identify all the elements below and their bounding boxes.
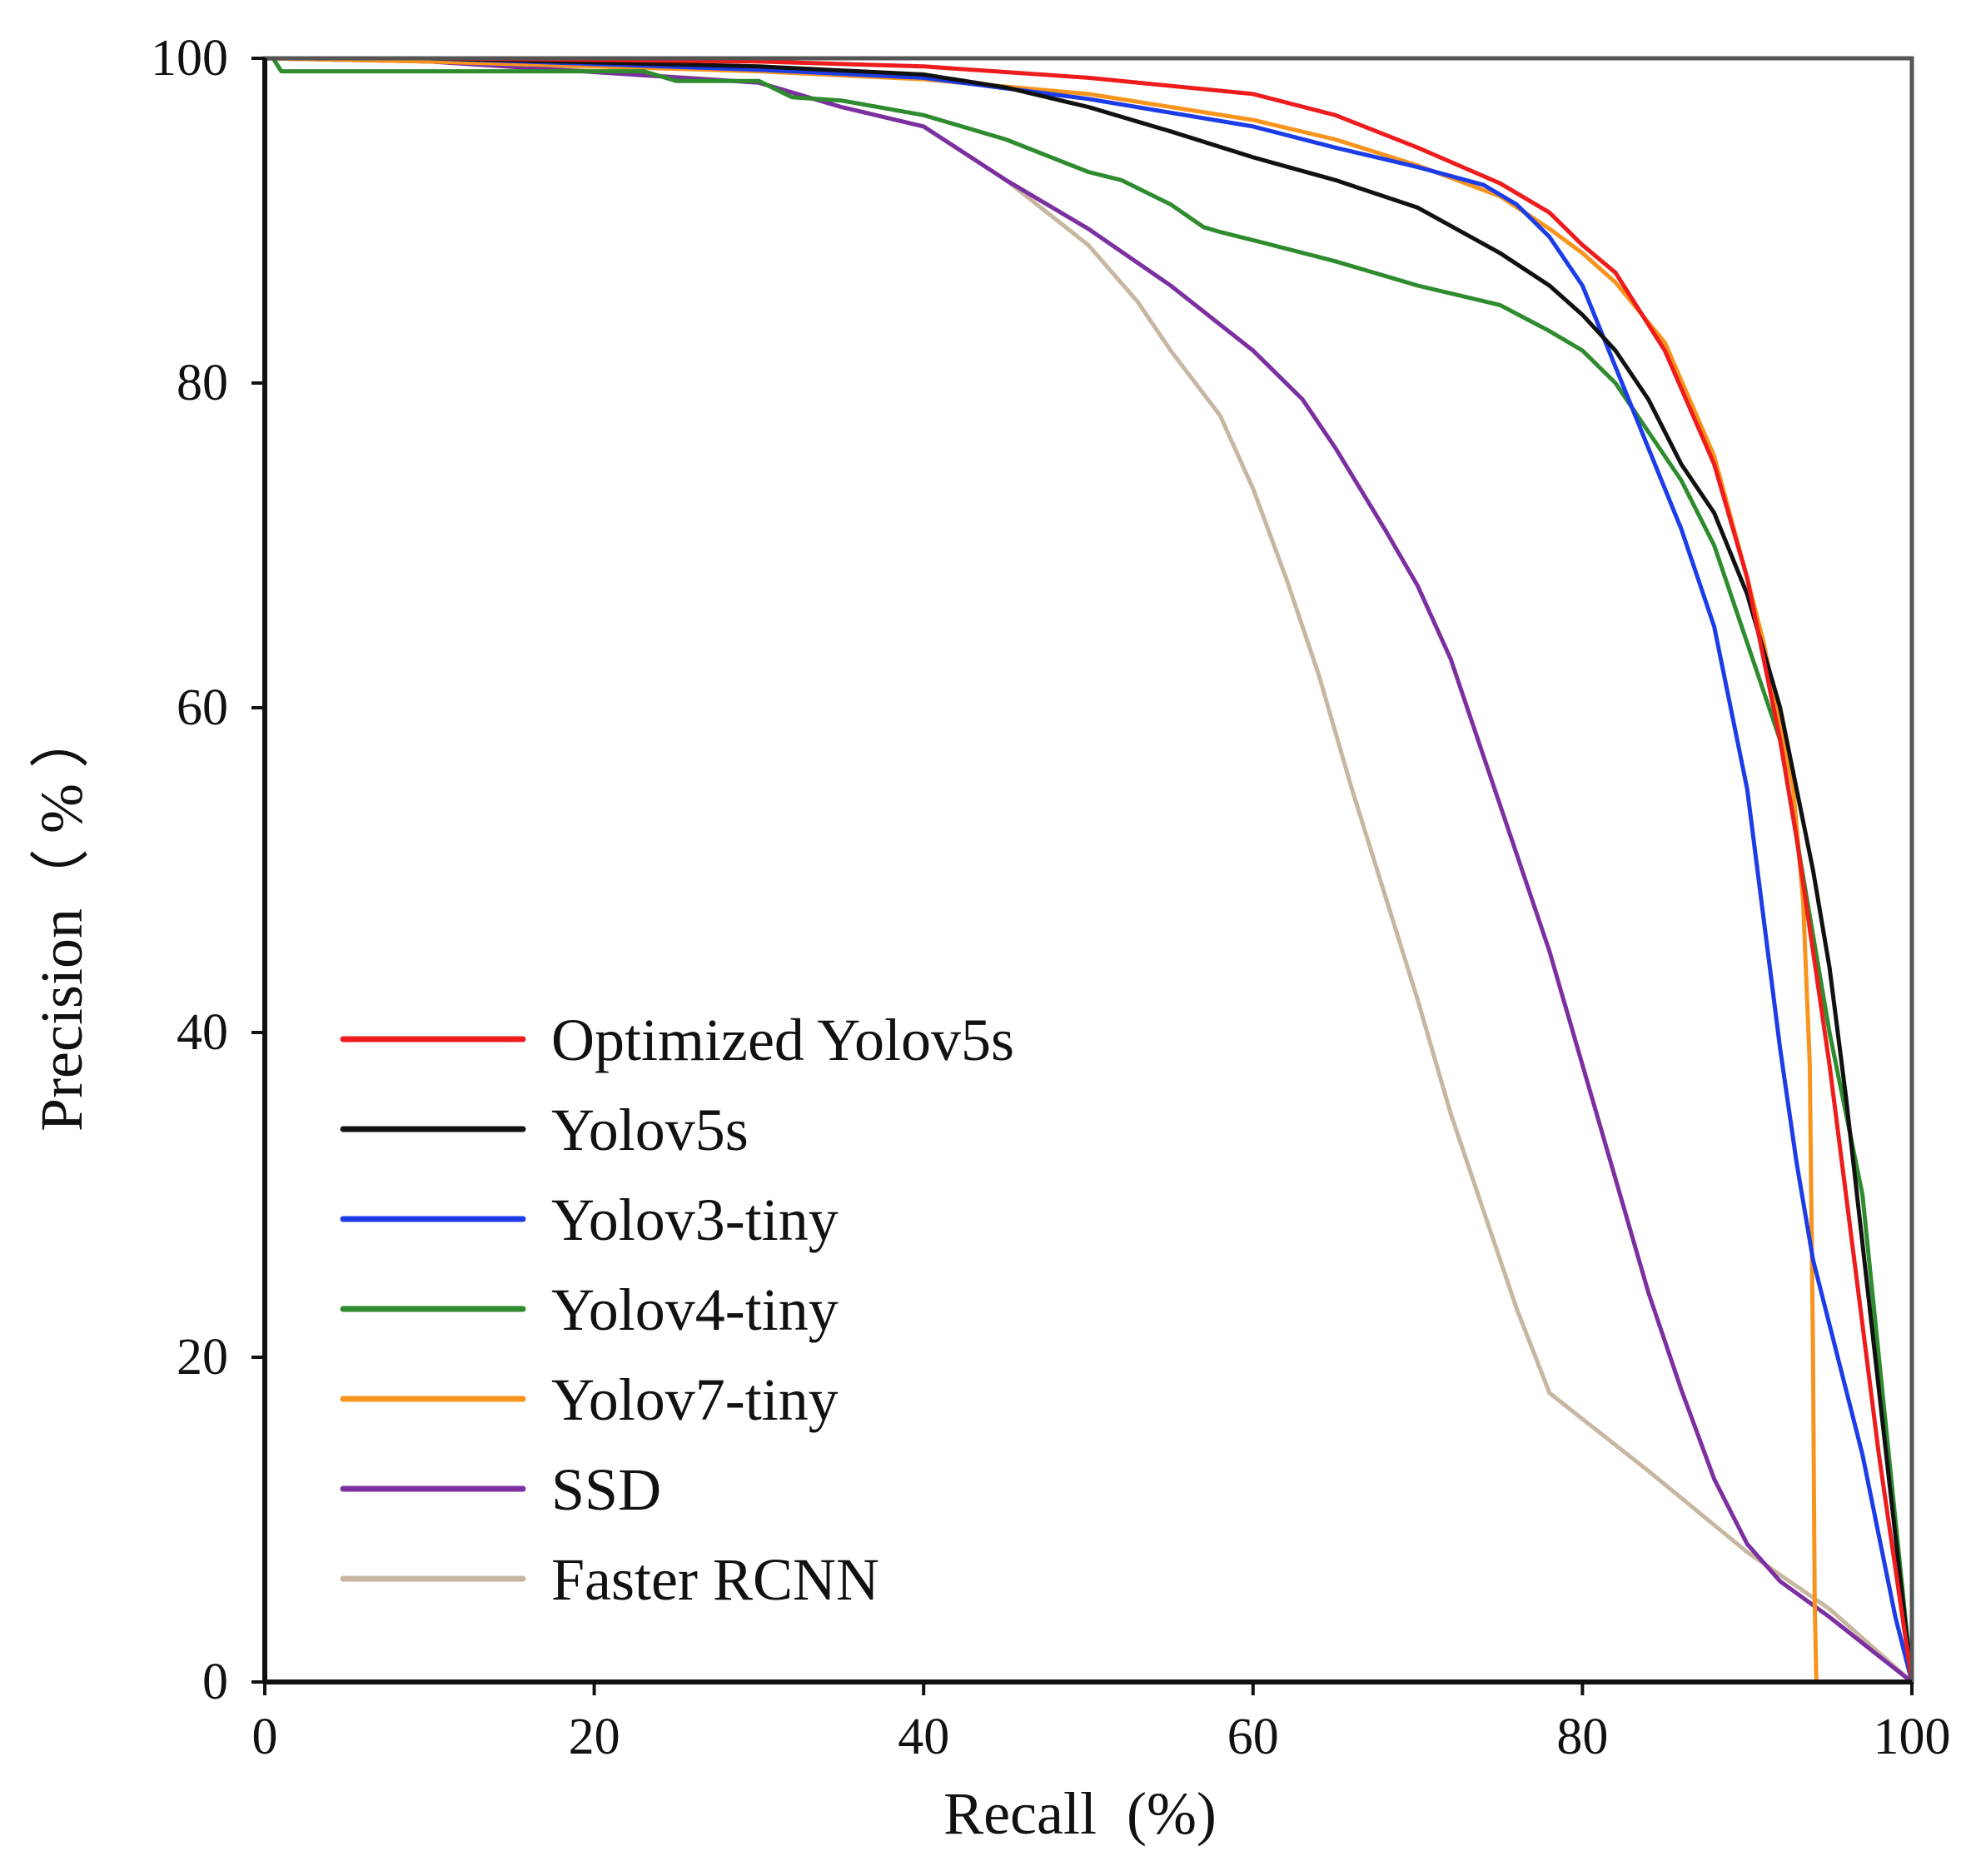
series-line-ssd — [262, 56, 1914, 1684]
legend-label-yolov4-tiny: Yolov4-tiny — [551, 1276, 839, 1343]
series-layer — [262, 56, 1914, 1684]
legend-label-ssd: SSD — [551, 1456, 661, 1523]
legend-label-yolov5s: Yolov5s — [551, 1097, 749, 1163]
x-tick-label: 100 — [1874, 1709, 1951, 1765]
x-tick-label: 60 — [1227, 1709, 1279, 1765]
y-tick-label: 100 — [151, 30, 228, 87]
series-line-optimized-yolov5s — [262, 56, 1914, 1684]
series-line-yolov5s — [262, 56, 1914, 1684]
tick-layer: 0 20 40 60 80 100 0 20 40 60 80 100 — [151, 30, 1951, 1765]
x-axis-title: Recall (%) — [943, 1780, 1217, 1847]
legend-label-optimized-yolov5s: Optimized Yolov5s — [551, 1007, 1014, 1073]
legend-label-yolov7-tiny: Yolov7-tiny — [551, 1366, 839, 1433]
y-tick-label: 20 — [177, 1329, 228, 1386]
legend: Optimized Yolov5s Yolov5s Yolov3-tiny Yolov… — [340, 1007, 1014, 1613]
y-tick-label: 60 — [177, 679, 228, 736]
y-tick-label: 0 — [202, 1654, 228, 1710]
legend-label-yolov3-tiny: Yolov3-tiny — [551, 1187, 839, 1253]
series-line-yolov7-tiny — [262, 56, 1914, 1684]
plot-frame — [262, 56, 1914, 1684]
series-line-yolov3-tiny — [262, 56, 1914, 1684]
x-tick-label: 0 — [252, 1709, 278, 1765]
series-line-yolov4-tiny — [262, 56, 1914, 1684]
x-tick-label: 20 — [569, 1709, 620, 1765]
x-tick-label: 80 — [1556, 1709, 1608, 1765]
series-line-faster-rcnn — [262, 56, 1914, 1684]
legend-label-faster-rcnn: Faster RCNN — [551, 1546, 879, 1613]
y-tick-label: 40 — [177, 1004, 228, 1061]
x-tick-label: 40 — [898, 1709, 949, 1765]
y-axis-title: Precision（ % ） — [28, 709, 95, 1132]
y-tick-label: 80 — [177, 355, 228, 411]
